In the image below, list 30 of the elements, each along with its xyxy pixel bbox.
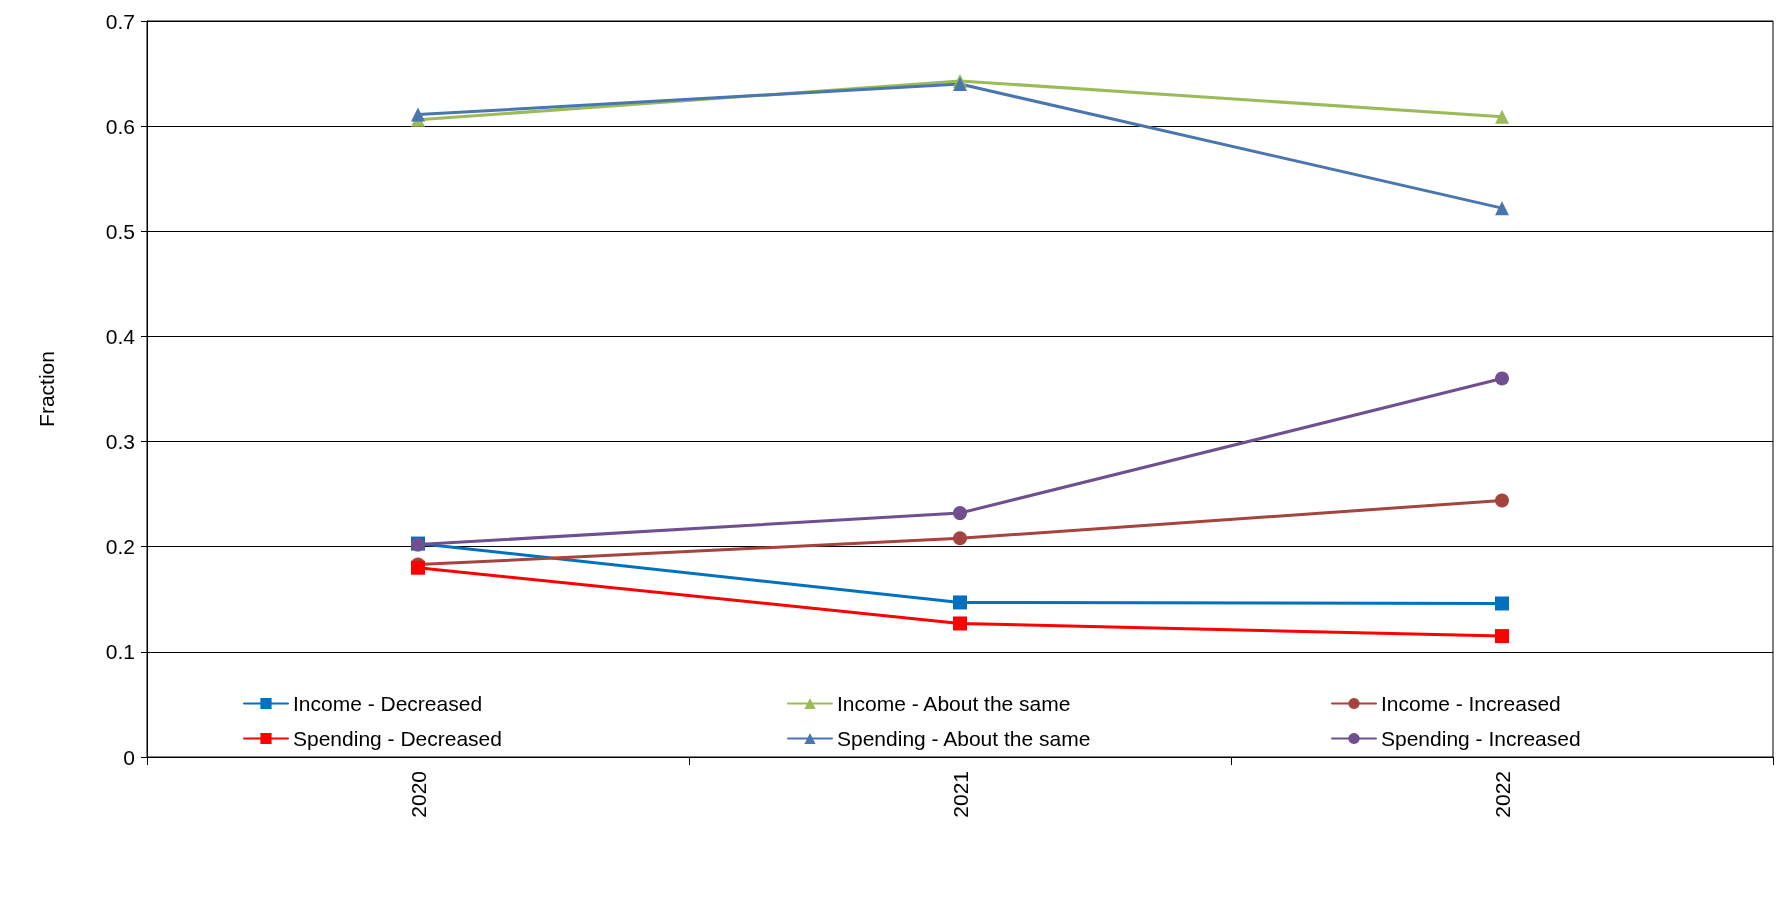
x-tick-label: 2021 [948, 771, 972, 818]
point [1495, 493, 1509, 508]
point [411, 107, 425, 122]
x-tick-label: 2022 [1490, 771, 1514, 818]
x-tick-label: 2020 [406, 771, 430, 818]
legend-label: Spending - Decreased [293, 727, 502, 750]
y-tick-label: 0.2 [105, 535, 135, 559]
point [953, 77, 967, 92]
point [953, 616, 967, 631]
point [1495, 109, 1509, 124]
point [1495, 371, 1509, 386]
point [953, 595, 967, 610]
y-tick-label: 0 [123, 745, 135, 769]
point [953, 506, 967, 521]
y-tick-label: 0.3 [105, 430, 135, 454]
y-tick-label: 0.6 [105, 114, 135, 138]
legend-label: Income - Increased [1381, 692, 1561, 715]
legend-label: Income - About the same [837, 692, 1071, 715]
legend-label: Income - Decreased [293, 692, 483, 715]
y-tick-label: 0.5 [105, 219, 135, 243]
point [1495, 596, 1509, 611]
point [1495, 629, 1509, 644]
legend-label: Spending - About the same [837, 727, 1091, 750]
y-tick-label: 0.4 [105, 324, 136, 348]
y-tick-label: 0.1 [105, 640, 135, 664]
legend-label: Spending - Increased [1381, 727, 1581, 750]
y-tick-label: 0.7 [105, 9, 135, 33]
point [953, 531, 967, 546]
y-axis-title: Fraction [35, 351, 58, 427]
point [1495, 201, 1509, 216]
